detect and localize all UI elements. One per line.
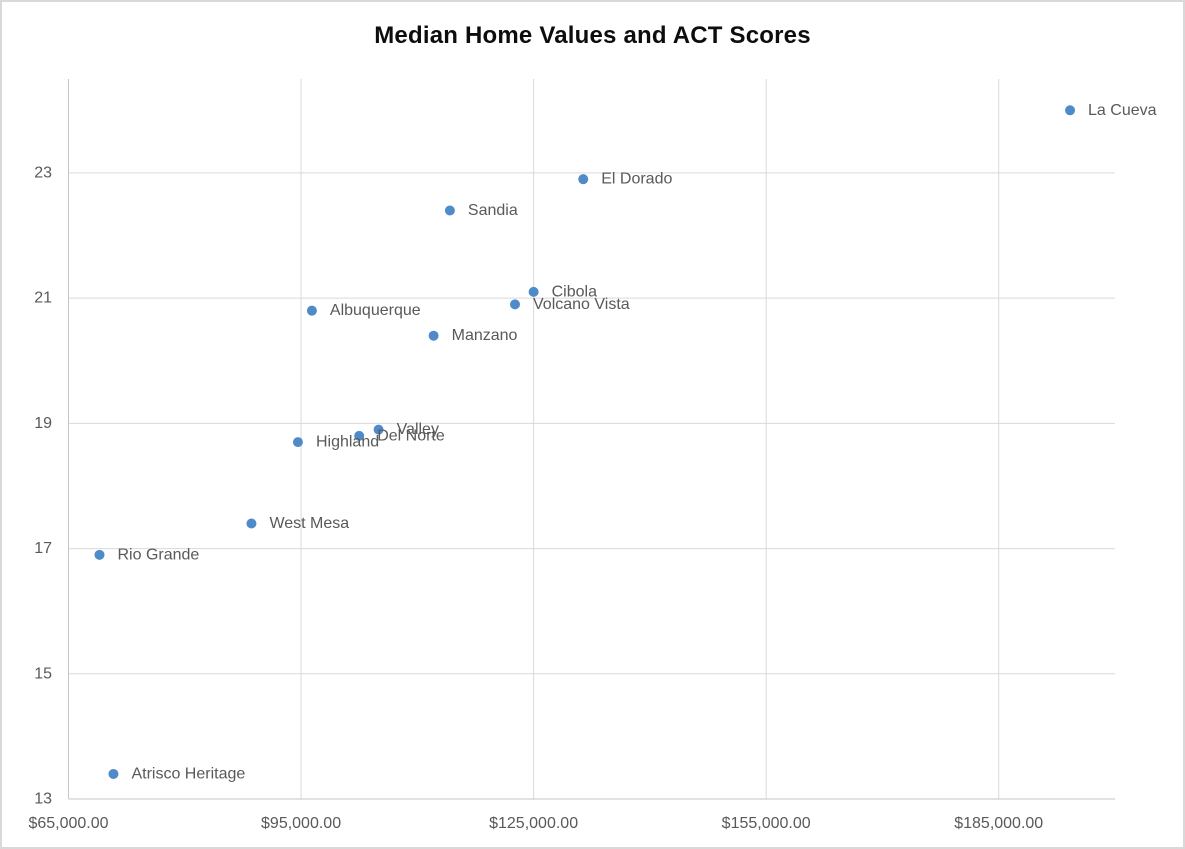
y-tick-label: 13 xyxy=(34,791,52,808)
chart-title: Median Home Values and ACT Scores xyxy=(374,22,811,49)
data-point-label: Sandia xyxy=(468,202,518,219)
data-point xyxy=(510,299,521,310)
y-tick-label: 19 xyxy=(34,415,52,432)
data-point-label: Manzano xyxy=(452,327,518,344)
data-point xyxy=(1065,105,1076,116)
data-point-label: Del Norte xyxy=(377,427,445,444)
data-point-label: El Dorado xyxy=(601,171,672,188)
data-point-label: Cibola xyxy=(552,283,597,300)
data-point xyxy=(578,174,589,185)
data-point xyxy=(354,430,365,441)
data-point xyxy=(528,286,539,297)
data-point-label: La Cueva xyxy=(1088,102,1157,119)
data-point-label: Albuquerque xyxy=(330,302,421,319)
data-point xyxy=(292,437,303,448)
data-point-label: West Mesa xyxy=(269,515,349,532)
data-point-label: Valley xyxy=(397,421,439,438)
data-point xyxy=(373,424,384,435)
x-tick-label: $65,000.00 xyxy=(28,815,108,832)
y-tick-label: 17 xyxy=(34,540,52,557)
x-tick-label: $95,000.00 xyxy=(261,815,341,832)
data-point-label: Highland xyxy=(316,434,379,451)
data-point-label: Rio Grande xyxy=(118,546,200,563)
x-tick-label: $125,000.00 xyxy=(489,815,578,832)
data-point xyxy=(94,549,105,560)
data-point xyxy=(444,205,455,216)
y-tick-label: 21 xyxy=(34,290,52,307)
data-point xyxy=(108,768,119,779)
x-tick-label: $155,000.00 xyxy=(722,815,811,832)
data-point-label: Atrisco Heritage xyxy=(131,765,245,782)
data-point xyxy=(428,330,439,341)
data-point xyxy=(306,305,317,316)
y-tick-label: 15 xyxy=(34,665,52,682)
y-tick-label: 23 xyxy=(34,164,52,181)
data-point xyxy=(246,518,257,529)
data-point-label: Volcano Vista xyxy=(533,296,630,313)
x-tick-label: $185,000.00 xyxy=(954,815,1043,832)
